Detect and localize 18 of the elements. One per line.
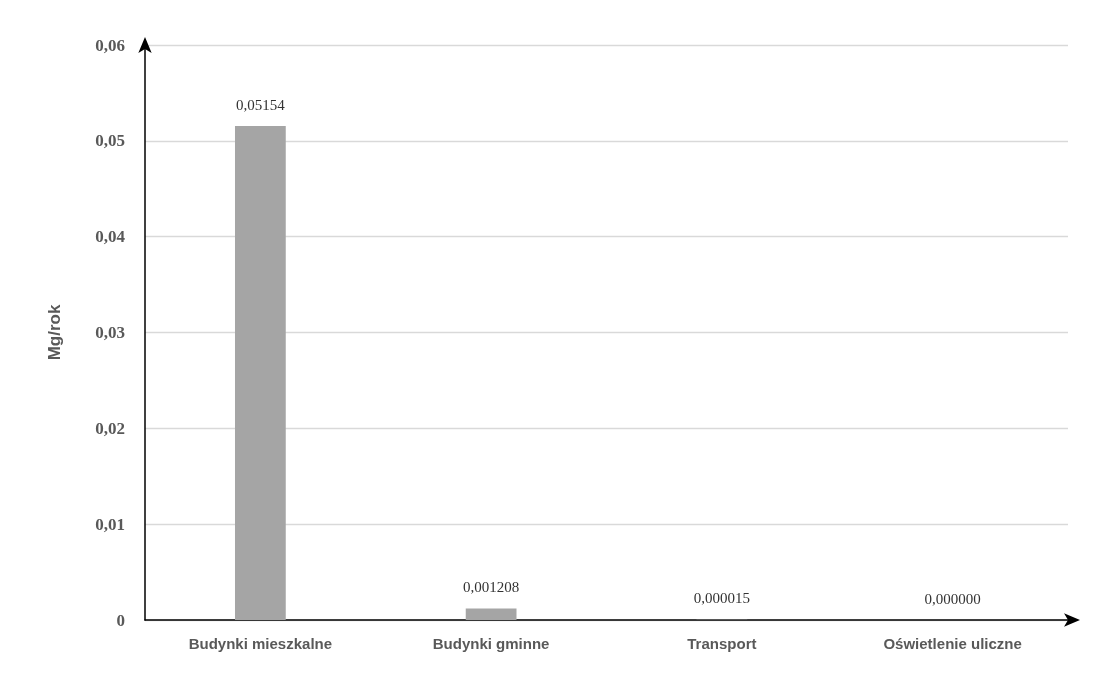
y-tick-label: 0,01	[95, 514, 125, 534]
x-tick-label: Budynki gminne	[432, 635, 550, 652]
data-label: 0,05154	[236, 96, 286, 113]
y-tick-label: 0,04	[95, 227, 126, 247]
y-tick-label: 0,03	[95, 323, 125, 342]
y-tick-label: 0,02	[95, 418, 125, 438]
x-tick-label: Transport	[687, 635, 757, 652]
bar	[465, 608, 517, 620]
data-label: 0,000000	[924, 590, 981, 607]
x-tick-label: Oświetlenie uliczne	[883, 635, 1022, 652]
x-tick-label: Budynki mieszkalne	[188, 635, 333, 652]
data-label: 0,000015	[693, 590, 750, 607]
y-tick-label: 0,06	[95, 35, 125, 55]
y-tick-label: 0	[116, 610, 125, 630]
bar	[234, 126, 286, 620]
data-label: 0,001208	[463, 578, 520, 595]
y-axis-title: Mg/rok	[45, 304, 64, 361]
y-tick-label: 0,05	[95, 131, 125, 151]
